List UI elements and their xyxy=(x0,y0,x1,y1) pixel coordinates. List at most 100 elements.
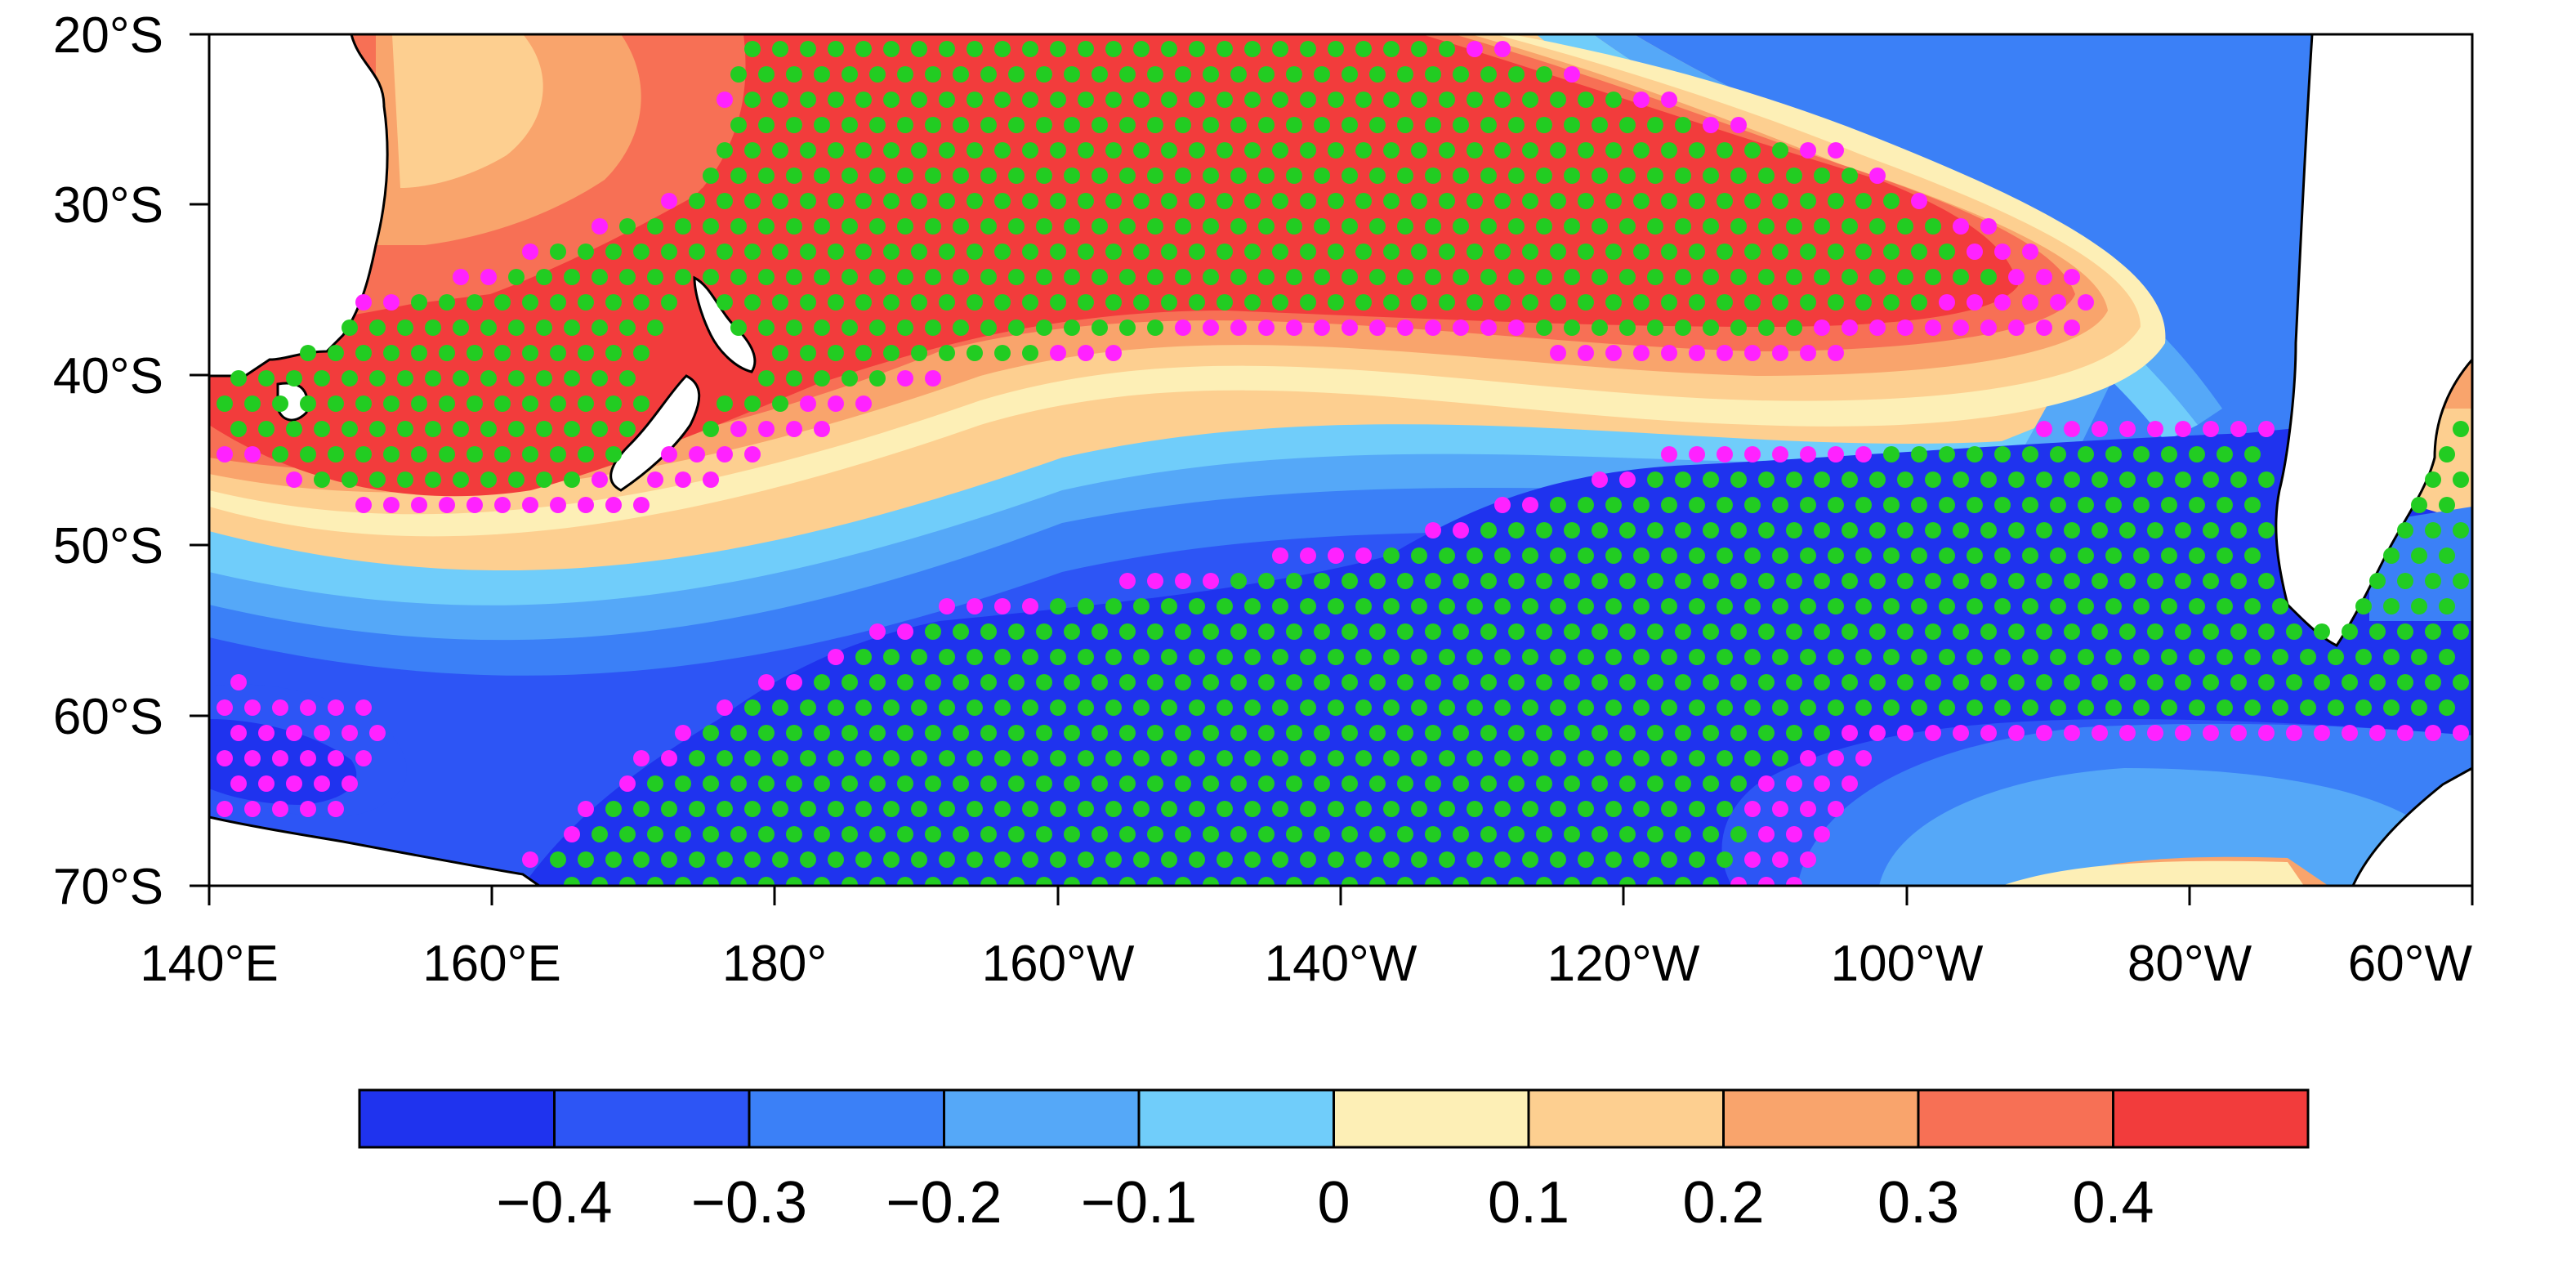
stipple-dot-green xyxy=(1786,319,1802,336)
stipple-dot-green xyxy=(1119,319,1136,336)
stipple-dot-green xyxy=(1619,674,1636,690)
stipple-dot-green xyxy=(786,117,802,133)
stipple-dot-green xyxy=(2078,547,2094,564)
stipple-dot-green xyxy=(1494,294,1511,311)
stipple-dot-green xyxy=(1258,573,1275,589)
stipple-dot-magenta xyxy=(1286,319,1302,336)
stipple-dot-magenta xyxy=(1842,775,1858,792)
stipple-dot-green xyxy=(328,446,344,462)
stipple-dot-green xyxy=(883,345,900,361)
stipple-dot-green xyxy=(1036,674,1052,690)
stipple-dot-green xyxy=(703,168,719,184)
stipple-dot-green xyxy=(633,851,650,868)
stipple-dot-green xyxy=(967,244,983,260)
stipple-dot-green xyxy=(1758,522,1775,538)
stipple-dot-green xyxy=(1800,547,1816,564)
stipple-dot-green xyxy=(1897,573,1913,589)
stipple-dot-green xyxy=(883,92,900,108)
stipple-dot-green xyxy=(2064,573,2080,589)
stipple-dot-green xyxy=(1605,142,1622,159)
lat-label-60s: 60°S xyxy=(53,689,163,745)
stipple-dot-green xyxy=(1439,699,1455,716)
stipple-dot-green xyxy=(1536,319,1552,336)
stipple-dot-green xyxy=(1189,244,1205,260)
stipple-dot-green xyxy=(814,168,830,184)
stipple-dot-green xyxy=(1605,497,1622,513)
stipple-dot-green xyxy=(1092,66,1108,83)
stipple-dot-magenta xyxy=(1619,471,1636,488)
stipple-dot-green xyxy=(758,117,775,133)
stipple-dot-magenta xyxy=(522,244,538,260)
stipple-dot-green xyxy=(842,826,858,842)
stipple-dot-green xyxy=(703,877,719,886)
stipple-dot-green xyxy=(605,395,622,412)
stipple-dot-magenta xyxy=(1800,851,1816,868)
stipple-dot-green xyxy=(1647,269,1663,285)
stipple-dot-green xyxy=(1342,66,1358,83)
stipple-dot-green xyxy=(2203,623,2219,640)
stipple-dot-green xyxy=(1383,851,1400,868)
stipple-dot-green xyxy=(1092,725,1108,741)
stipple-dot-green xyxy=(1050,142,1066,159)
lat-label-30s: 30°S xyxy=(53,177,163,234)
stipple-dot-green xyxy=(1480,218,1497,235)
stipple-dot-green xyxy=(1203,826,1219,842)
stipple-dot-green xyxy=(564,471,580,488)
stipple-dot-magenta xyxy=(633,497,650,513)
stipple-dot-green xyxy=(439,294,455,311)
stipple-dot-green xyxy=(717,750,733,766)
stipple-dot-green xyxy=(1064,674,1080,690)
stipple-dot-green xyxy=(1980,269,1997,285)
stipple-dot-magenta xyxy=(2050,294,2066,311)
stipple-dot-green xyxy=(605,244,622,260)
stipple-dot-magenta xyxy=(2092,421,2108,437)
stipple-dot-green xyxy=(1300,244,1316,260)
stipple-dot-green xyxy=(772,294,788,311)
stipple-dot-green xyxy=(2425,471,2441,488)
stipple-dot-green xyxy=(1453,674,1469,690)
stipple-dot-green xyxy=(1814,522,1830,538)
stipple-dot-magenta xyxy=(2064,319,2080,336)
stipple-dot-green xyxy=(828,92,844,108)
stipple-dot-magenta xyxy=(1314,319,1330,336)
south-america-landmass xyxy=(2275,34,2472,647)
stipple-dot-green xyxy=(1175,775,1191,792)
stipple-dot-green xyxy=(1925,269,1941,285)
stipple-dot-green xyxy=(1536,674,1552,690)
stipple-dot-green xyxy=(1105,294,1122,311)
stipple-dot-magenta xyxy=(300,699,316,716)
stipple-dot-green xyxy=(1189,294,1205,311)
stipple-dot-magenta xyxy=(1661,345,1677,361)
stipple-dot-green xyxy=(314,370,330,387)
stipple-dot-green xyxy=(1605,801,1622,817)
stipple-dot-green xyxy=(953,218,969,235)
stipple-dot-green xyxy=(730,117,747,133)
stipple-dot-green xyxy=(925,168,941,184)
stipple-dot-green xyxy=(1842,269,1858,285)
contour-band-se-cream xyxy=(2002,860,2304,886)
stipple-dot-green xyxy=(1661,649,1677,665)
stipple-dot-green xyxy=(1355,244,1372,260)
stipple-dot-green xyxy=(1244,294,1261,311)
colorbar-swatch xyxy=(943,1088,1141,1149)
stipple-dot-green xyxy=(397,319,413,336)
stipple-dot-green xyxy=(967,41,983,57)
stipple-dot-magenta xyxy=(1953,319,1969,336)
stipple-dot-green xyxy=(1342,877,1358,886)
stipple-dot-green xyxy=(1411,750,1427,766)
stipple-dot-green xyxy=(1994,649,2011,665)
stipple-dot-green xyxy=(1619,775,1636,792)
stipple-dot-green xyxy=(744,699,761,716)
stipple-dot-green xyxy=(1619,826,1636,842)
stipple-dot-magenta xyxy=(897,623,913,640)
stipple-dot-green xyxy=(1550,801,1566,817)
stipple-dot-green xyxy=(869,218,886,235)
stipple-dot-green xyxy=(1133,193,1150,209)
stipple-dot-green xyxy=(1133,750,1150,766)
stipple-dot-green xyxy=(897,218,913,235)
stipple-dot-green xyxy=(592,319,608,336)
stipple-dot-green xyxy=(1647,674,1663,690)
lon-label-60w: 60°W xyxy=(2348,936,2473,992)
stipple-dot-green xyxy=(1647,775,1663,792)
stipple-dot-magenta xyxy=(1855,446,1872,462)
